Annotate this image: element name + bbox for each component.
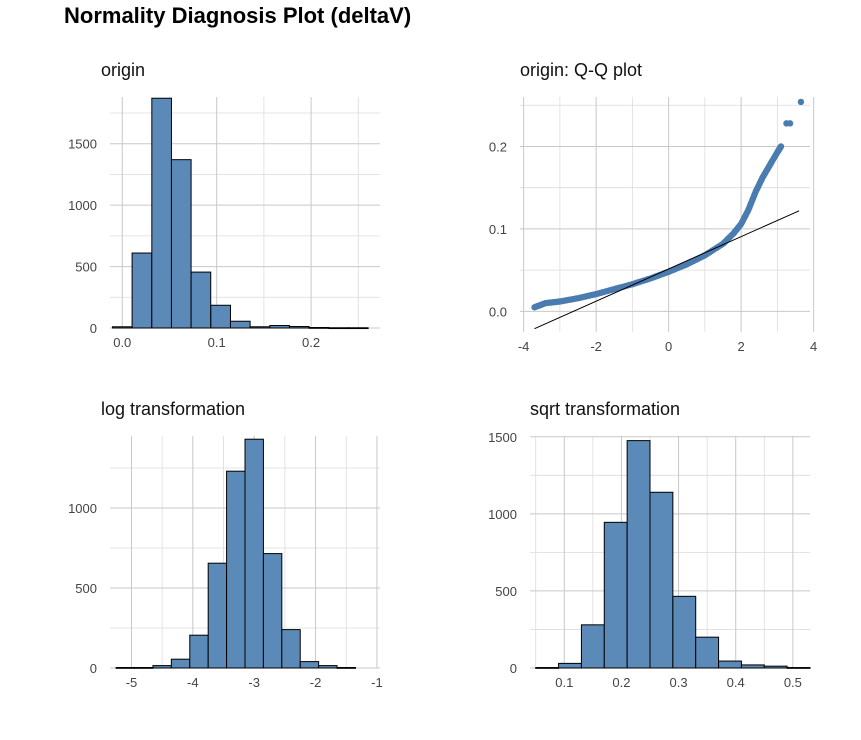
x-tick-label: -4 bbox=[518, 339, 530, 354]
y-tick-label: 500 bbox=[75, 260, 97, 275]
histogram-bar bbox=[695, 636, 720, 669]
histogram-bar bbox=[535, 667, 560, 669]
histogram-bar bbox=[210, 304, 231, 329]
x-tick-label: -2 bbox=[310, 675, 322, 690]
x-tick-label: 0.5 bbox=[784, 675, 802, 690]
histogram-bar bbox=[249, 326, 271, 329]
histogram-bars bbox=[111, 97, 369, 330]
x-tick-label: -1 bbox=[371, 675, 383, 690]
histogram-bar bbox=[318, 665, 338, 669]
qq-point bbox=[797, 98, 805, 106]
histogram-bar bbox=[229, 320, 251, 329]
y-tick-label: 1500 bbox=[488, 430, 517, 445]
panel-sqrt-histogram: sqrt transformation 0.1 0.2 0.3 0.4 0.5 0 500 1… bbox=[488, 399, 811, 690]
qq-reference-line bbox=[534, 210, 800, 330]
y-tick-label: 1000 bbox=[488, 507, 517, 522]
y-tick-label: 500 bbox=[495, 584, 517, 599]
y-tick-label: 1000 bbox=[68, 501, 97, 516]
histogram-bar bbox=[328, 327, 349, 330]
x-tick-label: 0.2 bbox=[612, 675, 630, 690]
x-tick-label: 0.0 bbox=[113, 335, 131, 350]
y-tick-label: 1500 bbox=[68, 137, 97, 152]
histogram-bar bbox=[288, 326, 310, 329]
panel-title-origin: origin bbox=[101, 60, 145, 80]
figure-title: Normality Diagnosis Plot (deltaV) bbox=[64, 3, 411, 28]
y-tick-label: 0.2 bbox=[489, 139, 507, 154]
histogram-bar bbox=[152, 665, 172, 669]
qq-point bbox=[777, 143, 785, 150]
histogram-bar bbox=[151, 97, 172, 329]
histogram-bar bbox=[786, 667, 811, 669]
panel-origin-histogram: origin 0.0 0.1 0.2 0 500 1000 1500 bbox=[68, 60, 380, 350]
histogram-bar bbox=[131, 252, 153, 329]
panel-title-sqrt: sqrt transformation bbox=[530, 399, 680, 419]
histogram-bar bbox=[244, 438, 264, 669]
histogram-bar bbox=[672, 595, 697, 669]
x-tick-label: 0.1 bbox=[555, 675, 573, 690]
histogram-bar bbox=[347, 327, 369, 330]
histogram-bar bbox=[281, 629, 301, 669]
histogram-bar bbox=[763, 665, 788, 669]
histogram-bar bbox=[580, 624, 605, 669]
histogram-bar bbox=[308, 327, 330, 329]
histogram-bar bbox=[603, 521, 628, 669]
y-tick-label: 0 bbox=[90, 661, 97, 676]
histogram-bars bbox=[535, 440, 811, 669]
x-tick-label: 0 bbox=[665, 339, 672, 354]
histogram-bar bbox=[189, 634, 209, 669]
x-tick-label: 0.4 bbox=[727, 675, 745, 690]
y-tick-label: 500 bbox=[75, 581, 97, 596]
panel-title-qq: origin: Q-Q plot bbox=[520, 60, 642, 80]
histogram-bar bbox=[170, 159, 192, 329]
panel-title-log: log transformation bbox=[101, 399, 245, 419]
histogram-bar bbox=[299, 661, 320, 669]
x-tick-label: -2 bbox=[590, 339, 602, 354]
histogram-bars bbox=[115, 438, 356, 669]
histogram-bar bbox=[269, 325, 290, 329]
grid bbox=[520, 97, 815, 332]
x-tick-label: -3 bbox=[248, 675, 260, 690]
histogram-bar bbox=[336, 667, 356, 669]
x-tick-label: -5 bbox=[126, 675, 138, 690]
y-tick-label: 0 bbox=[510, 661, 517, 676]
histogram-bar bbox=[111, 326, 133, 329]
histogram-bar bbox=[115, 667, 136, 669]
histogram-bar bbox=[262, 553, 283, 669]
x-tick-label: 0.3 bbox=[670, 675, 688, 690]
x-tick-label: 0.1 bbox=[208, 335, 226, 350]
panel-origin-qq-plot: origin: Q-Q plot -4 -2 0 2 4 0.0 0.1 0.2 bbox=[489, 60, 817, 354]
histogram-bar bbox=[558, 662, 582, 669]
y-tick-label: 0 bbox=[90, 321, 97, 336]
histogram-bar bbox=[134, 667, 154, 669]
histogram-bar bbox=[170, 658, 191, 669]
histogram-bar bbox=[207, 562, 228, 669]
y-tick-label: 0.0 bbox=[489, 304, 507, 319]
x-tick-label: 4 bbox=[810, 339, 817, 354]
panel-log-histogram: log transformation -5 -4 -3 -2 -1 0 500 1000 bbox=[68, 399, 383, 690]
x-tick-label: 2 bbox=[738, 339, 745, 354]
histogram-bar bbox=[718, 660, 742, 669]
y-tick-label: 1000 bbox=[68, 198, 97, 213]
x-tick-label: -4 bbox=[187, 675, 199, 690]
qq-points bbox=[531, 98, 805, 311]
histogram-bar bbox=[190, 271, 212, 329]
histogram-bar bbox=[626, 440, 651, 669]
y-tick-label: 0.1 bbox=[489, 222, 507, 237]
histogram-bar bbox=[649, 491, 674, 669]
x-tick-label: 0.2 bbox=[302, 335, 320, 350]
histogram-bar bbox=[226, 470, 246, 669]
qq-point bbox=[786, 120, 794, 127]
histogram-bar bbox=[740, 664, 765, 669]
